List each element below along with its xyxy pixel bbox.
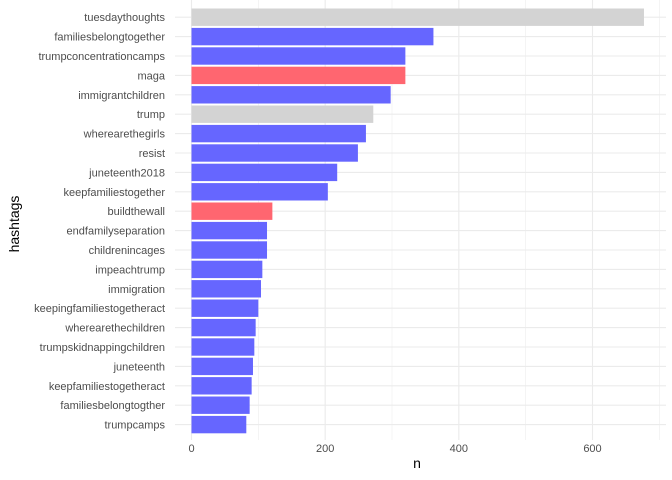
- y-tick-label: childrenincages: [89, 245, 166, 257]
- y-tick-label: juneteenth: [113, 361, 165, 373]
- bar-trumpskidnappingchildren: [191, 338, 255, 356]
- bar-trumpconcentrationcamps: [191, 47, 406, 65]
- y-tick-label: resist: [139, 148, 165, 160]
- y-tick-label: keepfamiliestogetheract: [49, 381, 165, 393]
- bar-juneteenth: [191, 357, 253, 376]
- y-tick-label: impeachtrump: [95, 264, 165, 276]
- x-tick-labels: 0 200 400 600: [188, 443, 601, 455]
- bars-layer: [191, 8, 644, 434]
- y-axis-title: hashtags: [6, 196, 22, 253]
- y-tick-label: wherearethegirls: [83, 129, 166, 141]
- bar-keepingfamiliestogetheract: [191, 299, 259, 317]
- bar-familiesbelongtogether: [191, 27, 434, 46]
- bar-keepfamiliestogetheract: [191, 377, 252, 395]
- y-tick-label: immigration: [108, 284, 165, 296]
- y-tick-label: buildthewall: [108, 206, 165, 218]
- x-axis-title: n: [413, 455, 421, 471]
- y-tick-label: trumpconcentrationcamps: [38, 51, 165, 63]
- y-tick-labels: tuesdaythoughts familiesbelongtogether tru…: [34, 12, 166, 431]
- bar-familiesbelongtogther: [191, 396, 250, 414]
- bar-wherearethechildren: [191, 318, 256, 337]
- bar-trump: [191, 105, 374, 123]
- y-tick-label: juneteenth2018: [88, 167, 165, 179]
- bar-trumpcamps: [191, 415, 247, 434]
- x-tick-label: 0: [188, 443, 194, 455]
- y-tick-label: endfamilyseparation: [67, 226, 165, 238]
- x-tick-label: 600: [583, 443, 601, 455]
- y-tick-label: trumpcamps: [104, 420, 165, 432]
- y-tick-label: immigrantchildren: [78, 90, 165, 102]
- x-tick-label: 400: [450, 443, 468, 455]
- bar-tuesdaythoughts: [191, 8, 644, 26]
- y-tick-label: keepfamiliestogether: [63, 187, 165, 199]
- bar-immigrantchildren: [191, 86, 391, 104]
- y-tick-label: familiesbelongtogether: [54, 32, 165, 44]
- bar-impeachtrump: [191, 260, 263, 279]
- bar-resist: [191, 144, 358, 162]
- bar-buildthewall: [191, 202, 273, 220]
- x-tick-label: 200: [316, 443, 334, 455]
- bar-keepfamiliestogether: [191, 183, 328, 201]
- y-tick-label: tuesdaythoughts: [84, 12, 165, 24]
- y-tick-label: trump: [137, 109, 165, 121]
- bar-wherearethegirls: [191, 124, 366, 143]
- y-tick-label: trumpskidnappingchildren: [40, 342, 165, 354]
- bar-childrenincages: [191, 241, 268, 259]
- y-tick-label: wherearethechildren: [64, 323, 165, 335]
- bar-immigration: [191, 280, 262, 298]
- y-tick-label: maga: [137, 70, 165, 82]
- bar-maga: [191, 66, 406, 85]
- y-tick-label: familiesbelongtogther: [60, 400, 165, 412]
- bar-endfamilyseparation: [191, 221, 268, 240]
- bar-juneteenth2018: [191, 163, 338, 182]
- y-tick-label: keepingfamiliestogetheract: [34, 303, 165, 315]
